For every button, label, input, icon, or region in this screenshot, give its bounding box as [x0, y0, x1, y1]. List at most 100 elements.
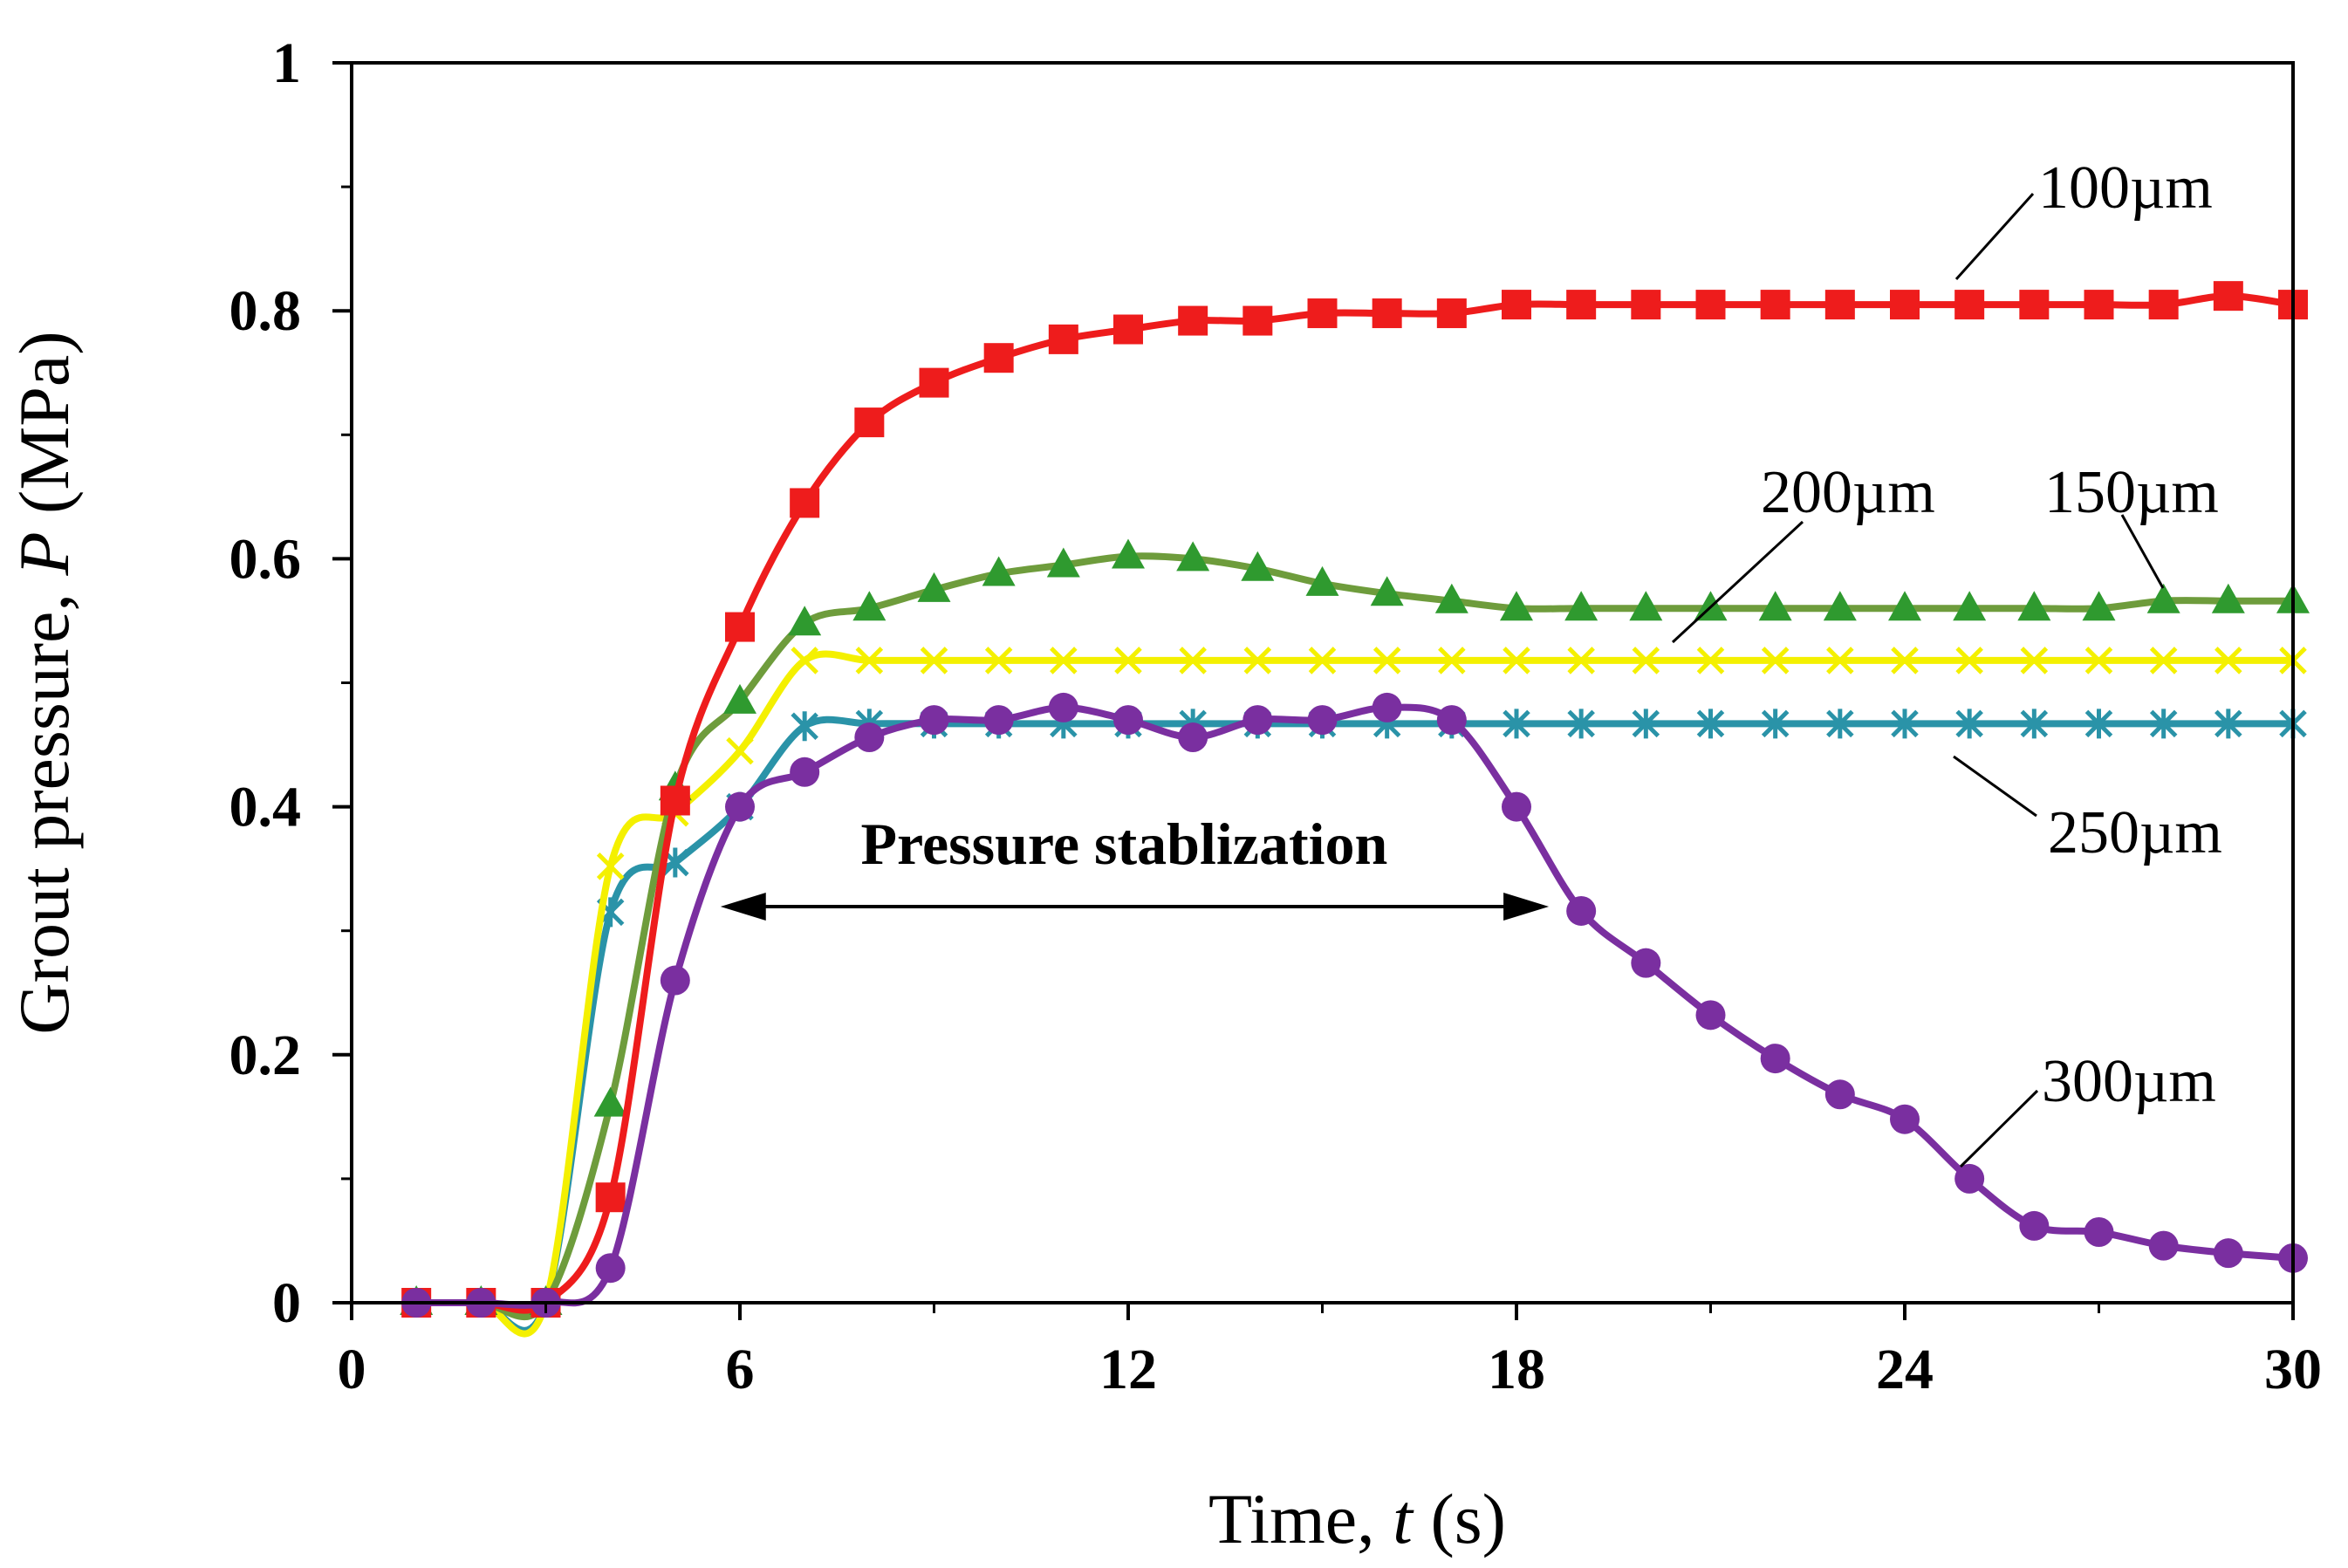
- y-tick-label: 0.6: [229, 527, 302, 591]
- data-point-100um: [1824, 290, 1855, 320]
- data-point-250um: [1503, 709, 1530, 739]
- data-point-100um: [1048, 324, 1078, 354]
- data-point-150um: [1953, 591, 1987, 621]
- series-label-100um: 100µm: [2038, 154, 2213, 222]
- data-point-100um: [854, 407, 885, 438]
- data-point-150um: [1176, 541, 1210, 572]
- data-point-100um: [1307, 298, 1338, 329]
- y-tick-label: 0: [272, 1271, 301, 1335]
- data-point-200um: [1050, 647, 1078, 674]
- data-point-250um: [791, 711, 818, 742]
- data-point-300um: [1566, 895, 1597, 926]
- data-point-200um: [2215, 647, 2242, 674]
- series-label-300um: 300µm: [2042, 1048, 2216, 1115]
- data-point-250um: [1761, 709, 1790, 739]
- data-point-150um: [2082, 591, 2116, 621]
- data-point-200um: [1438, 647, 1466, 674]
- leader-line-150um: [2120, 514, 2165, 589]
- x-tick-label: 24: [1876, 1338, 1934, 1401]
- data-point-250um: [2020, 709, 2049, 739]
- data-point-150um: [917, 572, 951, 602]
- data-point-300um: [1824, 1079, 1855, 1110]
- y-tick-label: 0.4: [229, 776, 302, 839]
- data-point-100um: [2148, 290, 2179, 320]
- data-point-200um: [1373, 647, 1401, 674]
- data-point-250um: [1696, 709, 1725, 739]
- data-point-300um: [2019, 1210, 2050, 1241]
- data-point-200um: [1632, 647, 1660, 674]
- data-point-300um: [919, 705, 949, 736]
- x-tick-label: 6: [726, 1338, 755, 1401]
- data-point-300um: [2213, 1238, 2243, 1269]
- data-point-100um: [2019, 290, 2050, 320]
- data-point-200um: [1503, 647, 1530, 674]
- data-point-100um: [595, 1182, 626, 1213]
- data-point-300um: [1113, 705, 1143, 736]
- annotation-text: Pressure stablization: [861, 811, 1388, 877]
- data-point-200um: [855, 647, 884, 674]
- data-point-200um: [791, 647, 818, 674]
- series-150um: [400, 538, 2310, 1321]
- data-point-250um: [1955, 709, 1983, 739]
- data-point-200um: [1761, 647, 1790, 674]
- data-point-150um: [1629, 591, 1663, 621]
- data-point-300um: [2148, 1230, 2179, 1261]
- data-point-150um: [1888, 591, 1921, 621]
- x-tick-label: 0: [338, 1338, 366, 1401]
- data-point-100um: [1372, 298, 1402, 329]
- data-point-200um: [1243, 647, 1272, 674]
- data-point-100um: [2213, 281, 2243, 312]
- data-point-150um: [1046, 547, 1080, 578]
- series-200um: [402, 647, 2307, 1338]
- data-point-200um: [1567, 647, 1595, 674]
- data-point-150um: [1112, 538, 1145, 569]
- series-label-150um: 150µm: [2044, 459, 2219, 526]
- leader-line-300um: [1959, 1089, 2039, 1168]
- data-point-300um: [1695, 1000, 1726, 1030]
- data-point-100um: [1890, 290, 1920, 320]
- x-tick-label: 30: [2264, 1338, 2322, 1401]
- data-point-300um: [1372, 692, 1402, 722]
- data-point-300um: [660, 965, 690, 996]
- data-point-200um: [920, 647, 948, 674]
- data-point-250um: [2084, 709, 2113, 739]
- data-point-250um: [1826, 709, 1854, 739]
- data-point-200um: [2084, 647, 2113, 674]
- data-point-150um: [1434, 583, 1468, 613]
- data-point-150um: [788, 606, 822, 636]
- data-point-100um: [1954, 290, 1985, 320]
- data-point-300um: [854, 722, 885, 753]
- data-point-100um: [919, 367, 949, 398]
- data-point-150um: [1241, 551, 1275, 581]
- x-axis-ticks: 0 6 12 18 24 30: [338, 1303, 2322, 1401]
- y-axis-ticks: 0 0.2 0.4 0.6 0.8 1: [229, 31, 352, 1335]
- data-point-150um: [1823, 591, 1857, 621]
- data-point-300um: [983, 705, 1014, 736]
- data-point-150um: [2146, 583, 2180, 613]
- data-point-300um: [1890, 1104, 1920, 1134]
- data-point-150um: [2017, 591, 2051, 621]
- y-tick-label: 0.2: [229, 1024, 302, 1087]
- series-line-150um: [416, 552, 2293, 1321]
- data-point-250um: [1632, 709, 1660, 739]
- series-label-250um: 250µm: [2048, 799, 2222, 866]
- data-point-100um: [725, 612, 755, 642]
- data-point-300um: [790, 757, 820, 787]
- data-point-100um: [660, 785, 690, 816]
- data-point-150um: [852, 591, 886, 621]
- data-point-300um: [1436, 705, 1467, 736]
- data-point-100um: [1502, 290, 1531, 320]
- annotation-arrowhead-right: [1503, 893, 1550, 921]
- leader-line-100um: [1954, 192, 2035, 281]
- data-point-150um: [982, 556, 1016, 586]
- data-point-150um: [1564, 591, 1598, 621]
- data-point-200um: [1826, 647, 1854, 674]
- data-point-300um: [1307, 705, 1338, 736]
- series-labels: 100µm 150µm 200µm 250µm 300µm: [1671, 154, 2222, 1168]
- data-point-200um: [1696, 647, 1725, 674]
- leader-line-200um: [1671, 520, 1804, 644]
- x-tick-label: 12: [1099, 1338, 1157, 1401]
- data-point-200um: [596, 852, 625, 880]
- data-point-150um: [1758, 591, 1792, 621]
